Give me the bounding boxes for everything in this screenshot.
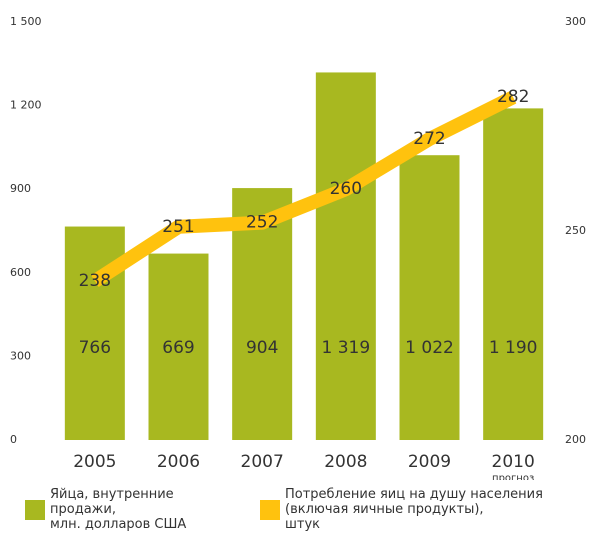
line-value-label: 272 — [413, 129, 445, 149]
bar-value-label: 904 — [246, 338, 278, 358]
line-value-label: 282 — [497, 87, 529, 107]
bar-value-label: 1 319 — [321, 338, 370, 358]
bar — [148, 253, 209, 440]
chart: 0 300 600 900 1 200 1 500 200 250 300 2005 2006 200… — [10, 15, 586, 484]
y-tick-label: 0 — [10, 433, 17, 446]
x-tick-label: 2008 — [324, 452, 367, 472]
y-tick-label: 600 — [10, 266, 31, 279]
y-tick-label: 1 200 — [10, 99, 42, 112]
x-tick-label: 2010 — [492, 452, 535, 472]
line-value-label: 252 — [246, 213, 278, 233]
bar — [483, 108, 544, 441]
line-value-label: 238 — [79, 271, 111, 291]
line — [91, 90, 517, 288]
y-tick-label: 300 — [10, 349, 31, 362]
bar-value-label: 1 022 — [405, 338, 454, 358]
legend-label: Яйца, внутренние продажи, млн. долларов … — [50, 487, 187, 532]
x-tick-label: 2005 — [73, 452, 116, 472]
annotation: прогноз — [492, 473, 534, 480]
y-tick-label: 1 500 — [10, 15, 42, 28]
line-value-label: 251 — [162, 217, 194, 237]
bar — [64, 226, 125, 440]
bar — [399, 155, 460, 440]
legend-label: Потребление яиц на душу населения (включ… — [285, 487, 543, 532]
x-tick-label: 2009 — [408, 452, 451, 472]
y2-tick-label: 300 — [565, 15, 586, 28]
line-value-label: 260 — [330, 179, 362, 199]
bar-value-label: 766 — [79, 338, 111, 358]
bar-value-label: 669 — [162, 338, 194, 358]
bar-value-label: 1 190 — [489, 338, 538, 358]
x-tick-label: 2006 — [157, 452, 200, 472]
x-tick-label: 2007 — [241, 452, 284, 472]
legend-swatch — [25, 500, 45, 520]
y-tick-label: 900 — [10, 182, 31, 195]
y2-tick-label: 200 — [565, 433, 586, 446]
y2-tick-label: 250 — [565, 224, 586, 237]
bar — [315, 72, 376, 441]
legend-swatch — [260, 500, 280, 520]
